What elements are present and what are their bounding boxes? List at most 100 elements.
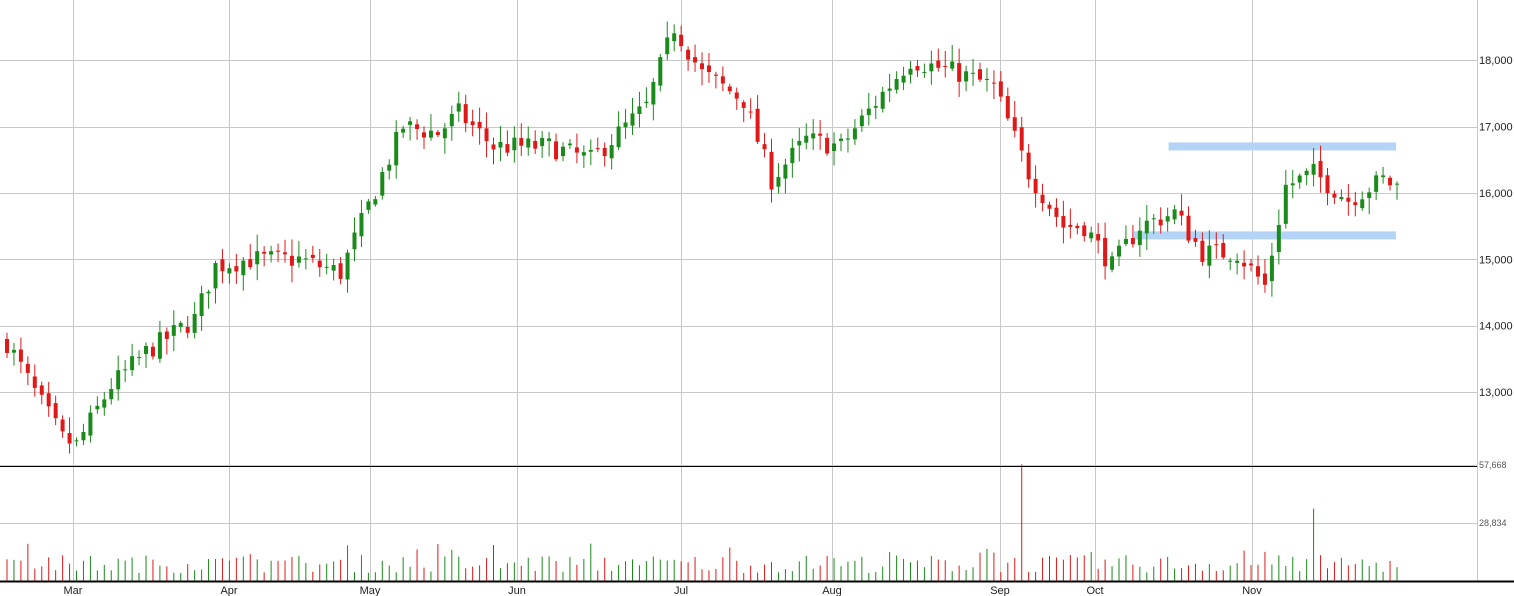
candle-up xyxy=(651,81,656,105)
candle-down xyxy=(978,69,982,80)
candle-up xyxy=(797,140,802,146)
candle-up xyxy=(1228,260,1233,262)
candle-up xyxy=(1395,183,1399,185)
candle-up xyxy=(137,357,142,359)
candle-up xyxy=(894,79,899,90)
month-tick-label: Aug xyxy=(822,585,842,596)
candle-down xyxy=(338,263,343,279)
candle-up xyxy=(227,268,232,274)
candle-up xyxy=(887,88,892,91)
grid-lines xyxy=(0,0,1478,581)
candle-up xyxy=(144,345,148,355)
candle-down xyxy=(1061,215,1066,228)
candle-up xyxy=(408,121,413,125)
candle-up xyxy=(859,115,864,127)
candle-up xyxy=(1144,220,1149,234)
candle-down xyxy=(491,144,496,150)
candle-down xyxy=(1075,225,1080,229)
candle-down xyxy=(748,111,753,113)
candle-up xyxy=(1165,216,1170,222)
candle-down xyxy=(67,433,72,444)
candle-down xyxy=(533,140,538,149)
candle-up xyxy=(442,128,447,139)
month-tick-label: Oct xyxy=(1086,585,1103,596)
price-tick-label: 14,000 xyxy=(1479,321,1513,333)
candle-down xyxy=(936,60,941,68)
candle-down xyxy=(60,419,65,432)
month-tick-label: Jul xyxy=(674,585,688,596)
candle-up xyxy=(1290,183,1295,186)
candle-down xyxy=(1179,210,1184,216)
candle-down xyxy=(39,385,44,395)
candle-up xyxy=(804,135,809,143)
candle-down xyxy=(422,132,426,138)
candle-up xyxy=(929,63,934,72)
candle-up xyxy=(394,131,399,166)
candle-up xyxy=(1123,238,1128,245)
candle-down xyxy=(1249,263,1254,266)
candle-down xyxy=(1026,152,1031,180)
candle-down xyxy=(1242,262,1247,267)
candle-up xyxy=(109,389,114,400)
candle-down xyxy=(1388,177,1393,186)
volume-axis-labels: 57,668 28,834 xyxy=(1479,460,1507,528)
candle-down xyxy=(957,63,962,82)
candle-up xyxy=(74,440,79,442)
candle-up xyxy=(1269,255,1274,282)
candle-down xyxy=(1186,215,1191,241)
candle-down xyxy=(1353,202,1358,206)
candle-up xyxy=(88,412,93,436)
candle-up xyxy=(324,266,329,268)
axes xyxy=(0,466,1514,583)
candle-up xyxy=(206,291,211,294)
candle-up xyxy=(1207,245,1212,266)
candle-up xyxy=(387,164,392,171)
support-band xyxy=(1133,231,1397,240)
candle-up xyxy=(658,57,663,86)
candle-down xyxy=(1262,273,1267,285)
price-tick-label: 17,000 xyxy=(1479,122,1513,134)
candle-down xyxy=(150,346,155,357)
candle-up xyxy=(1381,175,1386,178)
month-axis-labels: Mar Apr May Jun Jul Aug Sep Oct Nov xyxy=(64,585,1263,596)
candle-down xyxy=(734,92,739,99)
candle-up xyxy=(331,265,336,271)
candle-down xyxy=(1033,178,1038,194)
price-axis-labels: 18,000 17,000 16,000 15,000 14,000 13,000 xyxy=(1479,55,1513,399)
candle-up xyxy=(866,108,871,116)
candle-down xyxy=(554,141,559,160)
candle-up xyxy=(637,106,642,114)
candle-down xyxy=(741,102,746,108)
candle-up xyxy=(1374,175,1379,192)
candle-up xyxy=(199,293,204,317)
candle-up xyxy=(567,143,572,146)
candle-up xyxy=(672,33,677,42)
candle-down xyxy=(234,266,239,272)
candle-down xyxy=(25,363,30,373)
month-tick-label: Jun xyxy=(508,585,526,596)
candle-up xyxy=(832,143,837,151)
candle-up xyxy=(609,145,614,159)
candle-down xyxy=(1012,117,1017,131)
candle-up xyxy=(241,260,246,276)
candle-down xyxy=(574,147,579,153)
candle-up xyxy=(616,126,621,148)
candle-up xyxy=(581,152,586,156)
price-candles xyxy=(5,21,1399,454)
candle-up xyxy=(783,164,788,179)
candle-up xyxy=(11,349,16,353)
candle-down xyxy=(32,376,37,388)
candle-up xyxy=(665,37,670,55)
candle-up xyxy=(922,71,927,73)
candle-down xyxy=(998,81,1003,97)
candle-down xyxy=(686,49,691,60)
candle-down xyxy=(700,63,704,70)
candle-up xyxy=(1367,192,1372,199)
candle-down xyxy=(1047,204,1052,209)
month-tick-label: Apr xyxy=(220,585,237,596)
candle-down xyxy=(595,148,600,150)
candle-down xyxy=(769,151,774,190)
candle-up xyxy=(1110,256,1115,270)
candle-up xyxy=(130,356,135,371)
price-tick-label: 15,000 xyxy=(1479,254,1513,266)
